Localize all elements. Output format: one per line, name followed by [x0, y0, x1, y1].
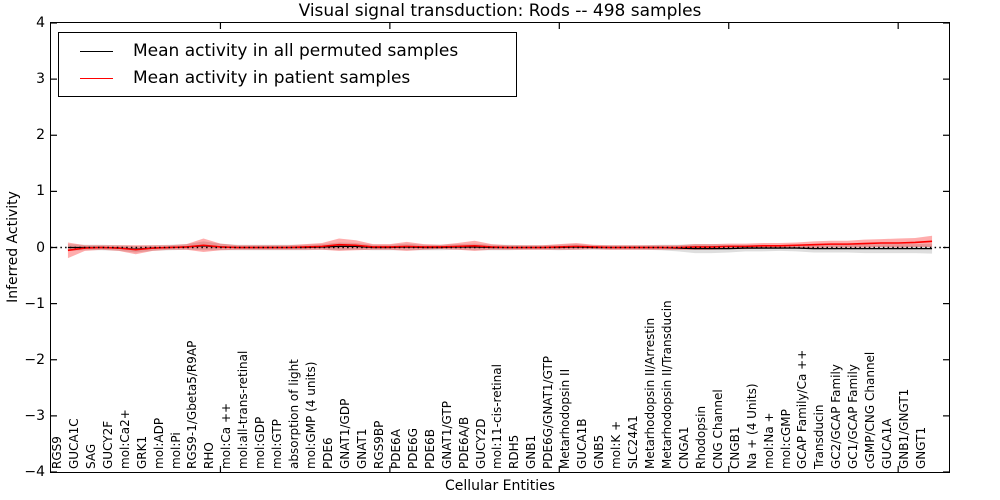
y-tick-label: −2: [24, 351, 45, 368]
x-tick-label: PDE6G/GNAT1/GTP: [541, 355, 556, 469]
x-tick-label: GNAT1/GTP: [439, 401, 454, 469]
x-tick-label: mol:all-trans-retinal: [236, 350, 251, 469]
x-tick-label: mol:Ca2+: [117, 409, 132, 469]
legend-label: Mean activity in all permuted samples: [133, 41, 459, 61]
y-tick-label: 1: [36, 183, 45, 200]
x-tick-label: mol:GMP (4 units): [304, 361, 319, 469]
x-tick-label: GC1/GCAP Family: [846, 364, 861, 469]
x-tick-label: Na + (4 Units): [744, 383, 759, 469]
y-tick-label: 3: [36, 71, 45, 88]
x-tick-label: GNAT1/GDP: [337, 398, 352, 469]
x-tick-label: mol:ADP: [151, 417, 166, 469]
y-tick-label: −3: [24, 407, 45, 424]
x-tick-label: GUCA1B: [575, 418, 590, 469]
x-tick-label: mol:Na +: [761, 412, 776, 469]
legend-item-permuted: Mean activity in all permuted samples: [80, 41, 516, 61]
y-tick-label: −4: [24, 464, 45, 480]
x-tick-label: Rhodopsin: [693, 405, 708, 469]
legend-line-red: [80, 77, 113, 79]
x-tick-label: Metarhodopsin II/Arrestin: [642, 317, 657, 469]
y-tick-label: −1: [24, 295, 45, 312]
x-tick-label: absorption of light: [287, 359, 302, 469]
legend-line-black: [80, 50, 113, 52]
x-tick-label: CNGB1: [727, 426, 742, 469]
x-tick-label: GNB1: [524, 434, 539, 469]
x-tick-label: mol:Ca ++: [219, 402, 234, 469]
x-tick-label: RHO: [202, 442, 217, 469]
y-tick-label: 4: [36, 15, 45, 31]
x-tick-label: GCAP Family/Ca ++: [795, 349, 810, 469]
y-tick-label: 0: [36, 239, 45, 256]
chart-title: Visual signal transduction: Rods -- 498 …: [298, 1, 702, 21]
x-tick-label: RGS9: [49, 436, 64, 469]
x-tick-label: CNG Channel: [710, 389, 725, 469]
x-tick-label: mol:Pi: [168, 432, 183, 469]
x-tick-label: GRK1: [134, 435, 149, 469]
x-tick-label: PDE6B: [422, 429, 437, 469]
x-tick-label: CNGA1: [676, 426, 691, 470]
x-tick-label: GUCY2D: [473, 418, 488, 469]
x-tick-label: GNAT1: [354, 428, 369, 469]
x-tick-label: RGS9BP: [371, 420, 386, 469]
x-tick-label: GUCA1A: [880, 418, 895, 469]
x-tick-label: GUCY2F: [100, 420, 115, 469]
x-tick-label: GUCA1C: [66, 418, 81, 469]
x-tick-label: PDE6G: [405, 428, 420, 469]
x-tick-label: PDE6A/B: [456, 416, 471, 469]
x-tick-label: GNGT1: [914, 426, 929, 469]
legend: Mean activity in all permuted samples Me…: [58, 32, 517, 97]
x-tick-label: PDE6: [321, 437, 336, 469]
plot-area: Mean activity in all permuted samples Me…: [50, 22, 950, 473]
x-tick-label: mol:cGMP: [778, 409, 793, 469]
x-tick-label: RDH5: [507, 434, 522, 469]
y-tick-label: 2: [36, 127, 45, 144]
x-tick-label: mol:GDP: [253, 416, 268, 469]
x-tick-label: PDE6A: [388, 429, 403, 469]
x-tick-label: GNB1/GNGT1: [897, 388, 912, 469]
x-tick-label: GNB5: [592, 434, 607, 469]
legend-label: Mean activity in patient samples: [133, 68, 411, 88]
x-tick-label: SAG: [83, 443, 98, 469]
x-tick-label: RGS9-1/Gbeta5/R9AP: [185, 340, 200, 469]
x-tick-label: Transducin: [812, 404, 827, 469]
x-tick-label: GC2/GCAP Family: [829, 364, 844, 469]
x-tick-label: Metarhodopsin II: [558, 368, 573, 469]
legend-item-patient: Mean activity in patient samples: [80, 68, 516, 88]
x-tick-label: SLC24A1: [626, 415, 641, 469]
patient-mean-line: [67, 240, 933, 252]
x-tick-label: cGMP/CNG Channel: [863, 351, 878, 469]
x-tick-label: mol:K +: [609, 420, 624, 469]
x-tick-label: mol:11-cis-retinal: [490, 364, 505, 469]
x-axis-title: Cellular Entities: [444, 478, 556, 494]
x-tick-label: mol:GTP: [270, 419, 285, 469]
x-tick-label: Metarhodopsin II/Transducin: [659, 300, 674, 469]
chart-canvas: [51, 23, 949, 472]
